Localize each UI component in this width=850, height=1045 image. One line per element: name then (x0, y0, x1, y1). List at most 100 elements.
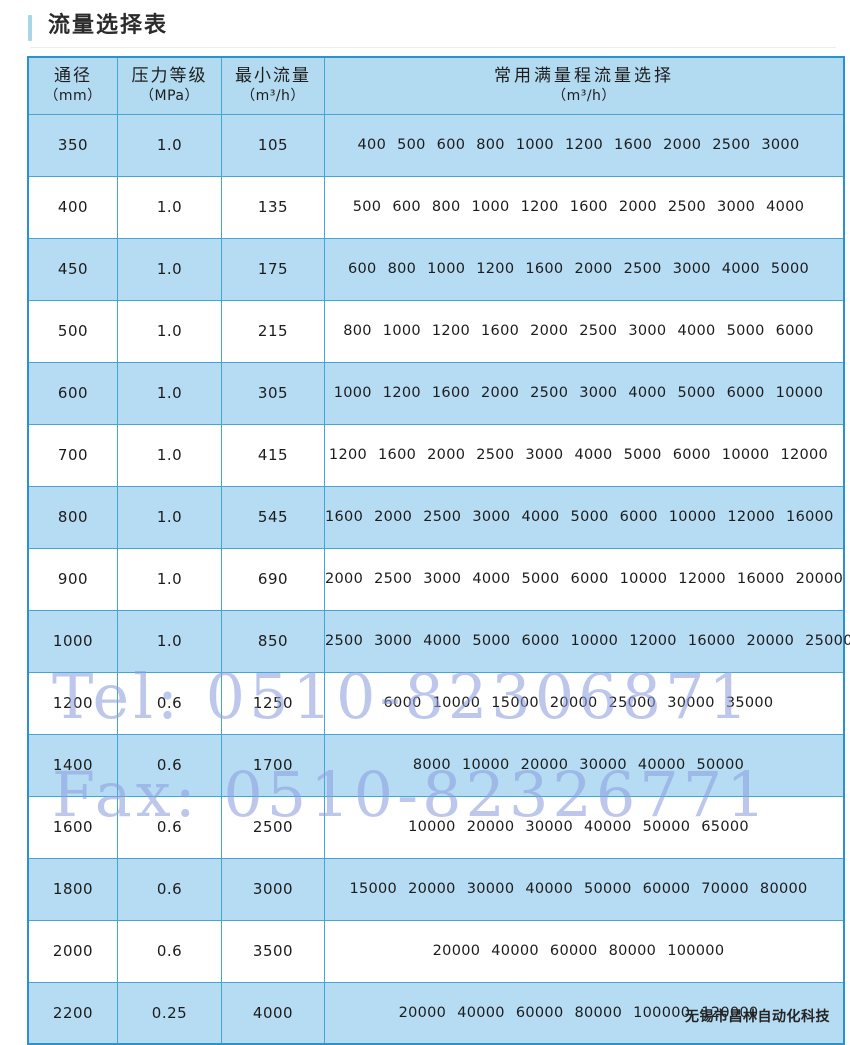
flow-value: 800 (431, 199, 461, 215)
flow-value: 6000 (570, 571, 609, 587)
cell-pressure: 1.0 (117, 423, 222, 487)
cell-min-flow: 2500 (221, 795, 325, 859)
flow-value: 2000 (574, 261, 613, 277)
flow-value: 70000 (701, 881, 749, 897)
flow-value: 30000 (466, 881, 515, 897)
flow-value: 20000 (408, 881, 456, 897)
flow-value: 3000 (525, 447, 564, 463)
flow-value: 20000 (549, 695, 598, 711)
flow-value: 3000 (717, 199, 756, 215)
flow-value: 65000 (701, 819, 749, 835)
flow-value: 1600 (525, 261, 564, 277)
flow-value: 500 (352, 199, 382, 215)
flow-value: 40000 (584, 819, 632, 835)
column-header-min-flow-unit: （m³/h） (241, 88, 305, 105)
table-row: 400 1.0 135 500 600 800 1000 1200 1600 2000 2500 30… (27, 175, 845, 239)
cell-full-scale-range: 20000 40000 60000 80000 100000 120000 (324, 981, 845, 1045)
cell-pressure: 1.0 (117, 299, 222, 363)
cell-full-scale-range: 1600 2000 2500 3000 4000 5000 6000 10000 12000 16… (324, 485, 845, 549)
cell-full-scale-range: 400 500 600 800 1000 1200 1600 2000 2500 3000 (324, 113, 845, 177)
flow-value: 600 (347, 261, 377, 277)
table-row: 2200 0.25 4000 20000 40000 60000 80000 100000 12… (27, 981, 845, 1045)
flow-value: 1600 (481, 323, 520, 339)
cell-diameter: 700 (27, 423, 118, 487)
flow-value: 600 (392, 199, 421, 215)
cell-diameter: 1600 (27, 795, 118, 859)
table-header-row: 通径 （mm） 压力等级 （MPa） 最小流量 （m³/h） 常用满量程流量选择… (27, 56, 845, 115)
flow-value: 3000 (374, 633, 413, 649)
cell-full-scale-range: 8000 10000 20000 30000 40000 50000 (324, 733, 845, 797)
flow-value: 500 (397, 137, 426, 153)
table-body: 350 1.0 105 400 500 600 800 1000 1200 1600 2000 250… (27, 113, 850, 1045)
table-row: 800 1.0 545 1600 2000 2500 3000 4000 5000 6000 100… (27, 485, 845, 549)
flow-value: 2000 (374, 509, 413, 525)
flow-value: 3000 (579, 385, 618, 401)
flow-value: 1200 (520, 199, 559, 215)
table-row: 1000 1.0 850 2500 3000 4000 5000 6000 10000 12000… (27, 609, 850, 673)
column-header-full-scale: 常用满量程流量选择 （m³/h） (324, 56, 845, 115)
flow-value: 2000 (618, 199, 657, 215)
flow-value: 100000 (633, 1004, 691, 1021)
flow-value: 80000 (759, 881, 808, 897)
flow-value: 3000 (761, 137, 800, 153)
flow-value: 10000 (668, 509, 717, 525)
cell-full-scale-range: 6000 10000 15000 20000 25000 30000 35000 (324, 671, 845, 735)
flow-value: 12000 (727, 509, 776, 525)
cell-pressure: 1.0 (117, 485, 222, 549)
cell-pressure: 1.0 (117, 361, 222, 425)
table-header: 通径 （mm） 压力等级 （MPa） 最小流量 （m³/h） 常用满量程流量选择… (27, 56, 845, 115)
cell-pressure: 1.0 (117, 113, 222, 177)
cell-diameter: 500 (27, 299, 118, 363)
cell-pressure: 0.6 (117, 671, 222, 735)
flow-value: 40000 (637, 757, 686, 773)
cell-diameter: 900 (27, 547, 118, 611)
cell-pressure: 0.6 (117, 857, 222, 921)
cell-min-flow: 3000 (221, 857, 325, 921)
cell-diameter: 400 (27, 175, 118, 239)
flow-value: 1600 (378, 447, 417, 463)
flow-value: 50000 (584, 881, 632, 897)
cell-full-scale-range: 1200 1600 2000 2500 3000 4000 5000 6000 10000 120… (324, 423, 845, 487)
flow-value: 80000 (574, 1004, 623, 1021)
flow-value: 10000 (408, 819, 456, 835)
flow-value: 5000 (623, 447, 662, 463)
flow-value: 1200 (328, 447, 368, 463)
table-row: 900 1.0 690 2000 2500 3000 4000 5000 6000 10000 12… (27, 547, 845, 611)
flow-value: 800 (387, 261, 417, 277)
flow-value: 2500 (530, 385, 569, 401)
title-accent-bar (28, 15, 32, 41)
flow-value: 4000 (677, 323, 716, 339)
flow-value: 5000 (677, 385, 716, 401)
flow-value: 2000 (530, 323, 569, 339)
flow-value: 1600 (325, 509, 364, 525)
cell-full-scale-range: 1000 1200 1600 2000 2500 3000 4000 5000 6000 1000… (324, 361, 845, 425)
flow-value: 15000 (349, 881, 398, 897)
flow-value: 60000 (549, 943, 598, 959)
cell-diameter: 2200 (27, 981, 118, 1045)
flow-value: 5000 (521, 571, 560, 587)
cell-full-scale-range: 800 1000 1200 1600 2000 2500 3000 4000 5000 6000 (324, 299, 845, 363)
flow-value: 40000 (457, 1004, 505, 1021)
flow-value: 10000 (775, 385, 824, 401)
flow-value: 40000 (525, 881, 573, 897)
flow-value: 10000 (570, 633, 619, 649)
cell-pressure: 0.6 (117, 919, 222, 983)
cell-min-flow: 415 (221, 423, 325, 487)
cell-min-flow: 850 (221, 609, 325, 673)
flow-value: 2500 (476, 447, 515, 463)
cell-full-scale-range: 15000 20000 30000 40000 50000 60000 70000 80000 (324, 857, 845, 921)
cell-pressure: 1.0 (117, 175, 222, 239)
flow-value: 6000 (383, 695, 422, 711)
column-header-full-scale-label: 常用满量程流量选择 (494, 65, 674, 86)
cell-full-scale-range: 500 600 800 1000 1200 1600 2000 2500 3000 4000 (324, 175, 845, 239)
flow-value: 50000 (642, 819, 691, 835)
flow-value: 25000 (805, 633, 850, 649)
flow-value: 1600 (569, 199, 608, 215)
flow-value: 1000 (382, 323, 421, 339)
flow-value: 1000 (427, 261, 466, 277)
cell-min-flow: 135 (221, 175, 325, 239)
flow-value: 5000 (472, 633, 511, 649)
cell-min-flow: 690 (221, 547, 325, 611)
flow-value: 1200 (382, 385, 421, 401)
flow-value: 4000 (721, 261, 760, 277)
